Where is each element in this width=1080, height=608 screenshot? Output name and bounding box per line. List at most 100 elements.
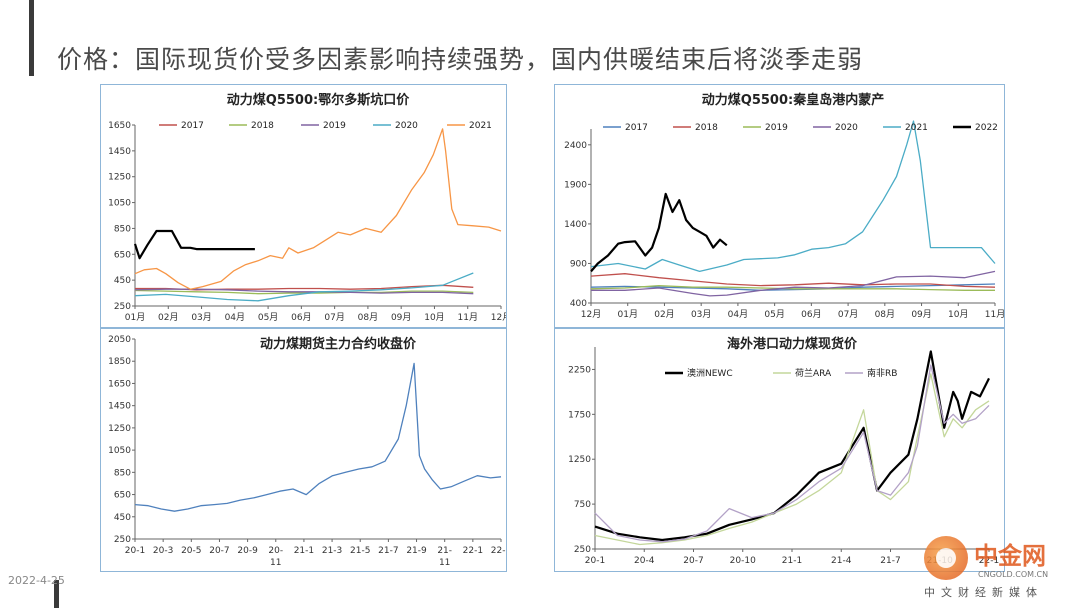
y-tick-label: 250 [574,545,591,555]
y-tick-label: 400 [570,299,587,309]
y-tick-label: 250 [114,535,131,545]
series-line-2018 [590,273,996,288]
chart-title: 动力煤Q5500:鄂尔多斯坑口价 [227,92,410,108]
chart-qhd: 动力煤Q5500:秦皇岛港内蒙产 400 900 1400 1900 2400 12月 01月… [564,92,1004,320]
legend-label-2018: 2018 [251,121,274,131]
y-tick-label: 650 [114,491,131,501]
chart-title: 动力煤Q5500:秦皇岛港内蒙产 [702,92,884,108]
legend-label-2018: 2018 [695,123,718,133]
x-tick-label: 06月 [801,309,821,320]
legend-label-2022: 2022 [975,123,998,133]
x-tick-label: 20- [268,546,283,556]
x-tick-label: 20-3 [153,546,173,556]
series-line-2022 [133,229,255,260]
x-tick-label: 20-7 [209,546,229,556]
x-tick-label: 22-1 [979,556,999,566]
legend-label-荷兰ARA: 荷兰ARA [795,367,832,379]
x-tick-label: 01月 [125,312,145,323]
chart-overseas-panel: 海外港口动力煤现货价 250 750 1250 1750 2250 20-1 20-4 20-7… [554,328,1005,572]
x-tick-label: 20-1 [585,556,605,566]
y-tick-label: 450 [114,276,131,286]
x-tick-label: 07月 [838,309,858,320]
series-line-2020 [591,270,996,297]
y-tick-label: 450 [114,513,131,523]
series-line-2022 [590,192,728,273]
legend-label-2017: 2017 [625,123,648,133]
y-tick-label: 1250 [108,173,131,183]
x-tick-label: 20-7 [683,556,703,566]
y-tick-label: 1450 [108,147,131,157]
slide-title: 价格：国际现货价受多因素影响持续强势，国内供暖结束后将淡季走弱 [57,45,864,74]
series-line-2017 [590,283,996,291]
x-tick-label: 20-5 [181,546,201,556]
watermark-tagline: 中文财经新媒体 [924,586,1043,599]
series-line-南非RB [594,364,990,543]
x-tick-label: 09月 [911,309,931,320]
y-tick-label: 1850 [108,357,131,367]
x-tick-label: 21-1 [294,546,314,556]
chart-overseas: 海外港口动力煤现货价 250 750 1250 1750 2250 20-1 20-4 20-7… [568,336,999,566]
x-tick-label: 21-4 [831,556,852,566]
y-tick-label: 1650 [108,379,131,389]
x-tick-label: 10月 [424,312,444,323]
x-tick-label: 21-5 [350,546,370,556]
x-tick-label: 21-9 [406,546,427,556]
series-line-澳洲NEWC [594,350,990,542]
y-tick-label: 1400 [564,220,587,230]
series-line-2020 [134,272,474,302]
footer-accent-bar [54,580,59,608]
watermark-url: CNGOLD.COM.CN [978,570,1049,579]
x-tick-label: 02月 [158,312,178,323]
watermark: 中金网 CNGOLD.COM.CN 中文财经新媒体 [918,532,1068,602]
x-tick-label: 20-9 [237,546,258,556]
legend-label-2021: 2021 [905,123,928,133]
x-tick-label: 21-7 [378,546,398,556]
x-tick-label: 05月 [258,312,278,323]
x-tick-label: 20-10 [730,556,756,566]
x-tick-label: 20-4 [634,556,655,566]
x-tick-label: 11 [270,558,281,568]
x-tick-label: 03月 [691,309,711,320]
x-tick-label: 04月 [225,312,245,323]
legend-label-2020: 2020 [835,123,858,133]
y-tick-label: 750 [574,500,591,510]
legend-label-2017: 2017 [181,121,204,131]
title-accent-bar [29,0,34,76]
date-stamp: 2022-4-25 [8,574,65,587]
x-tick-label: 12月 [491,312,506,323]
x-tick-label: 09月 [391,312,411,323]
y-tick-label: 1050 [108,199,131,209]
y-tick-label: 2250 [568,365,591,375]
x-tick-label: 02月 [654,309,674,320]
legend-label-南非RB: 南非RB [867,367,897,379]
y-tick-label: 900 [570,259,587,269]
legend-label-2019: 2019 [765,123,788,133]
legend-label-2019: 2019 [323,121,346,131]
x-tick-label: 04月 [728,309,748,320]
x-tick-label: 07月 [324,312,344,323]
y-tick-label: 1450 [108,402,131,412]
x-tick-label: 06月 [291,312,311,323]
y-tick-label: 1750 [568,410,591,420]
chart-title: 海外港口动力煤现货价 [727,336,858,352]
x-tick-label: 08月 [875,309,895,320]
x-tick-label: 10月 [948,309,968,320]
x-tick-label: 21-1 [782,556,802,566]
x-tick-label: 03月 [191,312,211,323]
x-tick-label: 21-7 [880,556,900,566]
chart-ordos-panel: 动力煤Q5500:鄂尔多斯坑口价 250 450 650 850 1050 1250 1450… [100,84,507,328]
legend-label-2021: 2021 [469,121,492,131]
y-tick-label: 1650 [108,121,131,131]
x-tick-label: 05月 [764,309,784,320]
x-tick-label: 11 [439,558,450,568]
watermark-name: 中金网 [974,541,1046,570]
chart-futures: 动力煤期货主力合约收盘价 250 450 650 850 1050 1250 1450 1650… [108,335,506,568]
chart-title: 动力煤期货主力合约收盘价 [260,336,417,352]
chart-futures-panel: 动力煤期货主力合约收盘价 250 450 650 850 1050 1250 1450 1650… [100,328,507,572]
series-line-2019 [590,284,995,291]
y-tick-label: 850 [114,468,131,478]
x-tick-label: 12月 [581,309,601,320]
legend-label-澳洲NEWC: 澳洲NEWC [687,367,733,379]
x-tick-label: 01月 [618,309,638,320]
y-tick-label: 850 [114,224,131,234]
